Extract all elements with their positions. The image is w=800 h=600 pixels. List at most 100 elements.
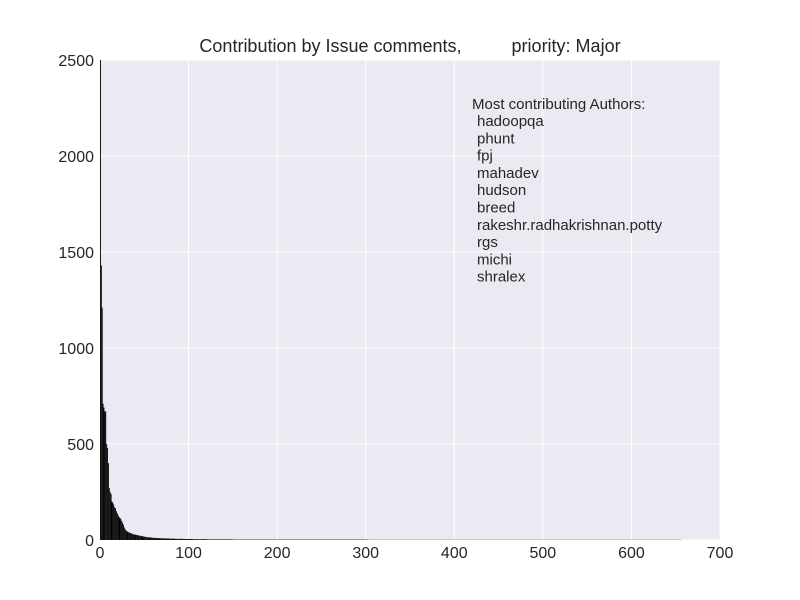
bar <box>181 538 183 540</box>
y-tick-labels: 0 500 1000 1500 2000 2500 <box>58 53 94 550</box>
bar <box>100 60 101 540</box>
bar <box>119 517 121 540</box>
bar <box>112 502 114 540</box>
bar <box>132 534 134 540</box>
author-name: shralex <box>477 269 526 286</box>
y-tick-label: 0 <box>85 533 94 550</box>
bar <box>153 537 155 540</box>
y-tick-label: 500 <box>67 437 94 454</box>
bar <box>231 539 232 540</box>
bar <box>211 539 213 540</box>
bar <box>162 538 163 540</box>
bar <box>193 539 195 540</box>
author-name: michi <box>477 251 512 268</box>
bar <box>154 537 156 540</box>
bar <box>176 538 178 540</box>
bar <box>115 508 116 540</box>
bar <box>187 539 189 540</box>
chart-title: Contribution by Issue comments, priority… <box>199 36 620 56</box>
bar <box>188 539 190 540</box>
bar <box>146 537 148 540</box>
bar <box>218 539 220 540</box>
bar <box>220 539 222 540</box>
bar <box>184 539 186 540</box>
bar <box>149 537 151 540</box>
annotation-heading: Most contributing Authors: <box>472 96 645 113</box>
bar <box>164 538 166 540</box>
bar <box>208 539 209 540</box>
author-name: mahadev <box>477 165 539 182</box>
bar <box>200 539 201 540</box>
bar <box>189 539 191 540</box>
bar <box>114 507 116 540</box>
bar <box>217 539 219 540</box>
bar <box>169 538 171 540</box>
author-name: rgs <box>477 234 498 251</box>
bar <box>111 501 113 540</box>
bar <box>110 493 112 540</box>
bar <box>118 516 120 540</box>
x-tick-label: 700 <box>707 545 734 562</box>
bar <box>185 539 186 540</box>
bar <box>195 539 197 540</box>
y-tick-label: 2000 <box>58 149 94 166</box>
bar <box>162 538 164 540</box>
x-tick-labels: 0 100 200 300 400 500 600 700 <box>96 545 734 562</box>
bar <box>160 538 162 540</box>
bar <box>196 539 198 540</box>
author-name: fpj <box>477 148 493 165</box>
bar <box>182 538 184 540</box>
bar <box>136 535 138 540</box>
bar <box>133 534 135 540</box>
author-name: breed <box>477 200 515 217</box>
bar <box>102 403 104 540</box>
bar <box>170 538 172 540</box>
author-name: phunt <box>477 130 515 147</box>
bar <box>223 539 224 540</box>
bar <box>206 539 208 540</box>
bar <box>225 539 227 540</box>
bar <box>204 539 206 540</box>
bar <box>113 504 115 540</box>
bar <box>154 537 155 540</box>
bar <box>209 539 211 540</box>
bar <box>144 536 146 540</box>
bar <box>131 533 132 540</box>
bar <box>166 538 168 540</box>
bar <box>174 538 176 540</box>
bar <box>230 539 232 540</box>
author-name: hadoopqa <box>477 113 544 130</box>
authors-annotation: Most contributing Authors: hadoopqaphunt… <box>472 96 663 286</box>
bar <box>163 538 165 540</box>
bar <box>224 539 225 540</box>
bar <box>227 539 229 540</box>
bar <box>116 513 118 540</box>
bar <box>158 538 160 540</box>
bar <box>200 539 202 540</box>
bar <box>148 537 150 540</box>
bar <box>138 535 140 540</box>
x-tick-label: 300 <box>352 545 379 562</box>
bar <box>215 539 217 540</box>
bar <box>156 538 158 540</box>
bar <box>104 411 106 540</box>
bar <box>141 536 143 540</box>
bar <box>157 538 159 540</box>
bar <box>122 522 124 540</box>
x-tick-label: 500 <box>530 545 557 562</box>
bar <box>129 532 131 540</box>
bar <box>103 407 105 540</box>
bar <box>212 539 214 540</box>
bar <box>219 539 221 540</box>
bar <box>199 539 201 540</box>
bar <box>169 538 170 540</box>
bar <box>139 535 141 540</box>
bar <box>185 539 187 540</box>
bar <box>202 539 204 540</box>
bar <box>135 534 137 540</box>
bar <box>210 539 212 540</box>
bar <box>231 539 233 540</box>
bar <box>226 539 228 540</box>
bar <box>155 538 157 540</box>
